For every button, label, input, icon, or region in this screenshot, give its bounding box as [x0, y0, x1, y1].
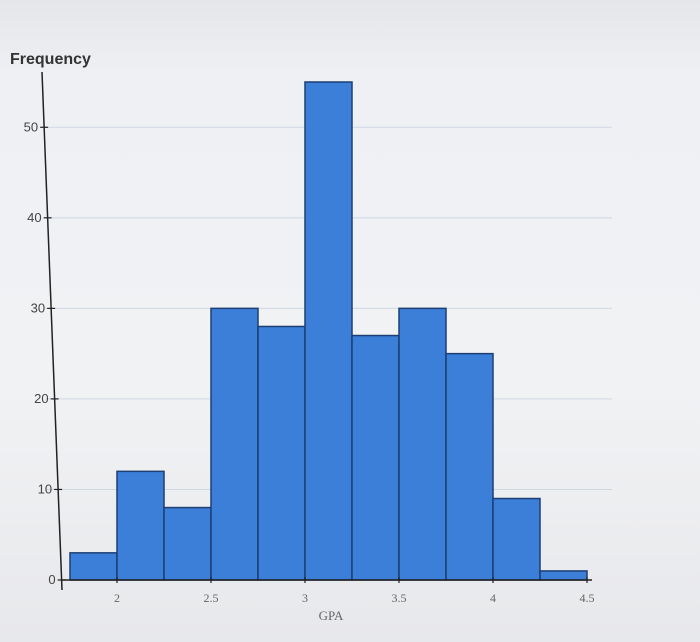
histogram-bar	[539, 570, 588, 581]
x-tick-label: 2	[114, 591, 120, 605]
histogram-bar	[257, 325, 306, 581]
histogram-bar	[398, 307, 447, 581]
y-tick-label: 20	[34, 391, 48, 406]
y-axis-label: Frequency	[10, 51, 91, 68]
histogram-bar	[210, 307, 259, 581]
histogram-bar	[163, 506, 212, 581]
x-tick-label: 3	[302, 591, 308, 605]
x-ticks: 2 2.5 3 3.5 4 4.5	[114, 577, 595, 605]
y-tick-label: 10	[38, 481, 52, 496]
x-tick-label: 3.5	[392, 591, 407, 605]
y-tick-label: 30	[31, 300, 45, 315]
histogram-bar	[445, 352, 494, 581]
y-tick-label: 0	[48, 572, 55, 587]
histogram-bar	[492, 497, 541, 581]
histogram-bar	[116, 470, 165, 581]
y-tick-label: 50	[24, 119, 38, 134]
histogram-bar	[351, 334, 400, 581]
bars-group	[69, 81, 588, 581]
histogram-bar	[304, 81, 353, 581]
y-axis-line	[41, 71, 63, 591]
x-tick-label: 4	[490, 591, 496, 605]
x-axis-label: GPA	[319, 608, 344, 623]
y-tick-label: 40	[27, 210, 41, 225]
y-ticks: 0 10 20 30 40 50	[24, 119, 66, 587]
x-tick-label: 2.5	[204, 591, 219, 605]
histogram-bar	[69, 552, 118, 581]
x-tick-label: 4.5	[580, 591, 595, 605]
